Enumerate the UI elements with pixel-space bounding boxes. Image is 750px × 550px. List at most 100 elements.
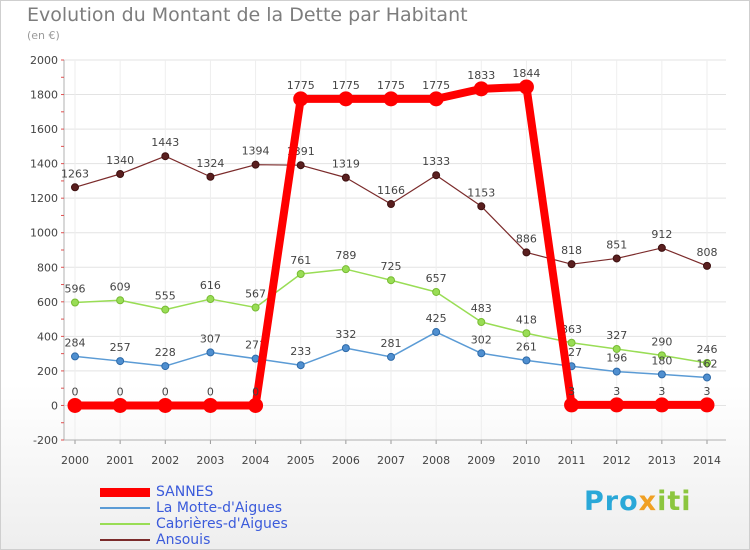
logo-part-2: x <box>638 486 658 517</box>
data-label-ansouis: 1333 <box>422 155 450 168</box>
data-label-cabri-res-d-aigues: 555 <box>155 290 176 303</box>
y-tick-label: 200 <box>37 365 58 378</box>
x-tick-label: 2007 <box>377 454 405 467</box>
data-point-cabri-res-d-aigues <box>161 305 170 314</box>
proxiti-logo: Proxiti <box>584 486 692 517</box>
data-point-ansouis <box>341 173 350 182</box>
data-label-la-motte-d-aigues: 180 <box>651 354 672 367</box>
data-label-cabri-res-d-aigues: 567 <box>245 288 266 301</box>
data-point-ansouis <box>116 170 125 178</box>
data-point-cabri-res-d-aigues <box>206 295 215 304</box>
data-point-la-motte-d-aigues <box>477 349 486 358</box>
data-label-sannes: 3 <box>658 385 665 398</box>
x-tick-label: 2010 <box>512 454 540 467</box>
data-label-la-motte-d-aigues: 332 <box>335 328 356 341</box>
data-point-la-motte-d-aigues <box>161 362 170 371</box>
data-point-ansouis <box>657 243 666 252</box>
data-point-cabri-res-d-aigues <box>387 276 395 285</box>
data-label-la-motte-d-aigues: 228 <box>155 346 176 359</box>
y-tick-label: 1600 <box>30 123 58 136</box>
data-point-sannes <box>518 79 534 95</box>
data-label-sannes: 0 <box>117 385 124 398</box>
legend-swatch <box>100 539 150 541</box>
data-point-cabri-res-d-aigues <box>522 329 531 338</box>
legend-item: Cabrières-d'Aigues <box>100 516 288 532</box>
data-label-sannes: 1775 <box>287 79 315 92</box>
x-tick-label: 2001 <box>106 454 134 467</box>
data-point-sannes <box>699 397 715 413</box>
data-point-la-motte-d-aigues <box>296 361 305 370</box>
legend-label: Cabrières-d'Aigues <box>156 516 288 532</box>
data-label-ansouis: 886 <box>516 232 537 245</box>
data-point-la-motte-d-aigues <box>206 348 215 357</box>
data-point-ansouis <box>296 161 305 170</box>
data-point-cabri-res-d-aigues <box>477 318 486 327</box>
data-point-ansouis <box>432 171 441 180</box>
data-label-ansouis: 851 <box>606 238 627 251</box>
data-label-cabri-res-d-aigues: 657 <box>426 272 447 285</box>
data-label-cabri-res-d-aigues: 596 <box>65 283 86 296</box>
x-tick-label: 2004 <box>242 454 270 467</box>
data-label-la-motte-d-aigues: 307 <box>200 332 221 345</box>
data-label-la-motte-d-aigues: 281 <box>381 337 402 350</box>
data-label-ansouis: 808 <box>697 246 718 259</box>
data-label-la-motte-d-aigues: 261 <box>516 340 537 353</box>
logo-part-1: Pro <box>584 486 639 517</box>
legend-item: La Motte-d'Aigues <box>100 500 288 516</box>
data-label-cabri-res-d-aigues: 290 <box>651 335 672 348</box>
x-tick-label: 2012 <box>603 454 631 467</box>
data-point-cabri-res-d-aigues <box>612 344 621 353</box>
data-label-ansouis: 1153 <box>467 186 495 199</box>
data-point-cabri-res-d-aigues <box>432 287 441 296</box>
data-label-la-motte-d-aigues: 196 <box>606 352 627 365</box>
y-tick-label: 600 <box>37 296 58 309</box>
data-point-cabri-res-d-aigues <box>703 358 711 367</box>
data-label-sannes: 3 <box>568 385 575 398</box>
y-tick-label: 800 <box>37 261 58 274</box>
data-label-cabri-res-d-aigues: 609 <box>110 280 131 293</box>
data-point-la-motte-d-aigues <box>116 357 125 366</box>
y-tick-label: 2000 <box>30 54 58 67</box>
y-tick-label: 1000 <box>30 227 58 240</box>
data-label-sannes: 0 <box>162 385 169 398</box>
chart-subtitle: (en €) <box>27 29 60 42</box>
x-tick-label: 2006 <box>332 454 360 467</box>
data-point-ansouis <box>161 152 170 161</box>
x-tick-label: 2008 <box>422 454 450 467</box>
data-point-sannes <box>112 397 128 413</box>
data-label-cabri-res-d-aigues: 483 <box>471 302 492 315</box>
data-point-cabri-res-d-aigues <box>341 265 350 274</box>
data-label-ansouis: 818 <box>561 244 582 257</box>
data-point-cabri-res-d-aigues <box>567 338 576 347</box>
data-label-cabri-res-d-aigues: 789 <box>335 249 356 262</box>
data-point-cabri-res-d-aigues <box>657 351 666 360</box>
data-label-sannes: 1775 <box>377 79 405 92</box>
data-point-ansouis <box>567 260 576 269</box>
legend-label: La Motte-d'Aigues <box>156 500 282 516</box>
data-point-cabri-res-d-aigues <box>251 303 260 312</box>
data-point-sannes <box>428 91 444 107</box>
data-label-ansouis: 1324 <box>196 157 224 170</box>
data-point-cabri-res-d-aigues <box>296 270 305 279</box>
x-tick-label: 2013 <box>648 454 676 467</box>
data-label-ansouis: 912 <box>651 228 672 241</box>
data-point-sannes <box>67 397 83 413</box>
y-tick-label: 400 <box>37 330 58 343</box>
data-label-cabri-res-d-aigues: 616 <box>200 279 221 292</box>
x-tick-label: 2009 <box>467 454 495 467</box>
data-point-la-motte-d-aigues <box>251 354 260 363</box>
data-point-ansouis <box>251 160 260 169</box>
legend-swatch <box>100 487 150 497</box>
legend-label: Ansouis <box>156 532 211 548</box>
y-tick-label: 0 <box>51 399 58 412</box>
data-point-sannes <box>654 397 670 413</box>
data-point-la-motte-d-aigues <box>432 328 441 337</box>
data-label-la-motte-d-aigues: 257 <box>110 341 131 354</box>
data-label-cabri-res-d-aigues: 363 <box>561 323 582 336</box>
y-tick-label: -200 <box>33 434 58 447</box>
data-point-ansouis <box>703 261 711 270</box>
data-label-ansouis: 1166 <box>377 184 405 197</box>
data-point-sannes <box>202 397 218 413</box>
data-label-la-motte-d-aigues: 233 <box>290 345 311 358</box>
